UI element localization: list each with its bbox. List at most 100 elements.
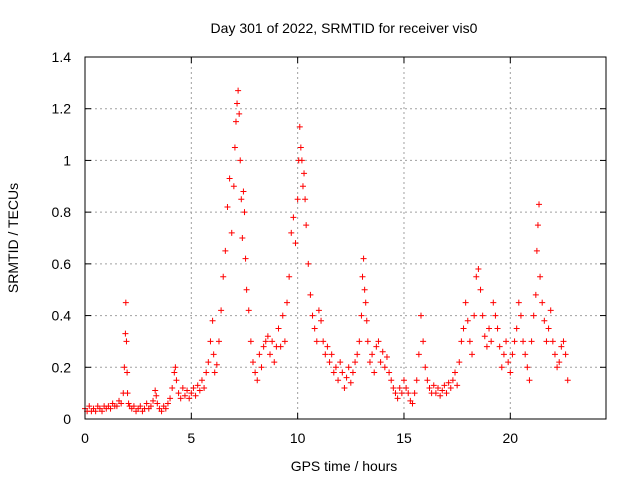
data-point [154,400,161,407]
data-point [188,390,195,397]
data-point [422,364,429,371]
data-point [528,338,535,345]
data-point [505,359,512,366]
data-point [243,286,250,293]
data-point [526,377,533,384]
data-point [390,384,397,391]
data-point [439,387,446,394]
data-point [240,188,247,195]
data-point [496,343,503,350]
data-point [192,392,199,399]
y-tick-label: 0.4 [52,308,72,324]
data-point [435,384,442,391]
data-point [305,260,312,267]
data-point [475,266,482,273]
data-point [473,273,480,280]
data-point [445,379,452,386]
chart-title: Day 301 of 2022, SRMTID for receiver vis… [211,20,478,36]
data-point [362,299,369,306]
data-point [242,255,249,262]
data-point [313,338,320,345]
data-point [232,118,239,125]
data-point [147,403,154,410]
data-point [449,377,456,384]
data-point [260,343,267,350]
x-axis-label: GPS time / hours [291,458,398,474]
data-point [224,203,231,210]
data-point [366,359,373,366]
data-point [167,395,174,402]
data-point [562,351,569,358]
data-point [203,369,210,376]
data-point [286,273,293,280]
data-point [322,351,329,358]
data-point [123,338,130,345]
data-point [328,351,335,358]
data-point [430,382,437,389]
data-point [479,312,486,319]
data-point [315,307,322,314]
data-point [332,364,339,371]
y-axis-label: SRMTID / TECUs [5,183,21,293]
data-point [524,364,531,371]
data-point [222,247,229,254]
data-point [177,395,184,402]
data-point [121,364,128,371]
data-point [400,377,407,384]
data-point [256,351,263,358]
data-point [532,291,539,298]
data-point [417,312,424,319]
data-point [324,343,331,350]
y-tick-label: 1.2 [52,101,72,117]
data-point [386,369,393,376]
data-point [171,369,178,376]
data-point [153,392,160,399]
data-point [249,359,256,366]
data-point [241,209,248,216]
data-point [231,144,238,151]
data-point [352,359,359,366]
data-point [311,325,318,332]
data-point [143,400,150,407]
data-point [488,338,495,345]
data-point [318,317,325,324]
data-point [483,343,490,350]
data-point [536,201,543,208]
data-point [297,144,304,151]
data-point [492,312,499,319]
y-tick-label: 0.8 [52,204,72,220]
data-point [411,390,418,397]
x-tick-label: 15 [396,430,412,446]
data-point [181,392,188,399]
data-point [515,299,522,306]
data-point [290,214,297,221]
data-point [500,351,507,358]
data-point [92,408,99,415]
data-point [277,343,284,350]
data-point [381,364,388,371]
data-point [169,384,176,391]
data-point [198,377,205,384]
data-point [294,196,301,203]
data-point [456,359,463,366]
x-tick-label: 20 [503,430,519,446]
data-point [360,255,367,262]
data-point [326,359,333,366]
data-point [541,317,548,324]
data-point [226,175,233,182]
data-point [210,351,217,358]
data-point [335,377,342,384]
data-point [122,299,129,306]
data-point [196,387,203,394]
data-point [498,364,505,371]
data-point [454,382,461,389]
data-point [486,325,493,332]
data-point [549,338,556,345]
data-point [220,273,227,280]
data-point [359,273,366,280]
data-point [86,403,93,410]
data-point [513,325,520,332]
data-point [462,299,469,306]
y-tick-label: 0.2 [52,359,72,375]
